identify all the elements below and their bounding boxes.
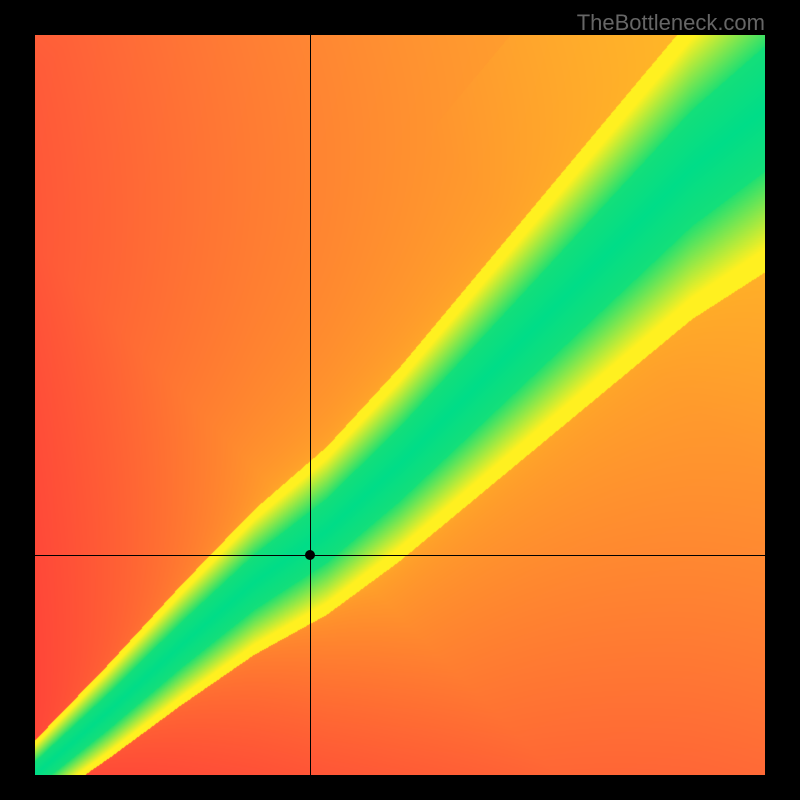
heatmap-canvas bbox=[35, 35, 765, 775]
crosshair-horizontal bbox=[35, 555, 765, 556]
plot-area bbox=[35, 35, 765, 775]
crosshair-marker bbox=[305, 550, 315, 560]
chart-container: TheBottleneck.com bbox=[0, 0, 800, 800]
watermark-text: TheBottleneck.com bbox=[577, 10, 765, 36]
crosshair-vertical bbox=[310, 35, 311, 775]
